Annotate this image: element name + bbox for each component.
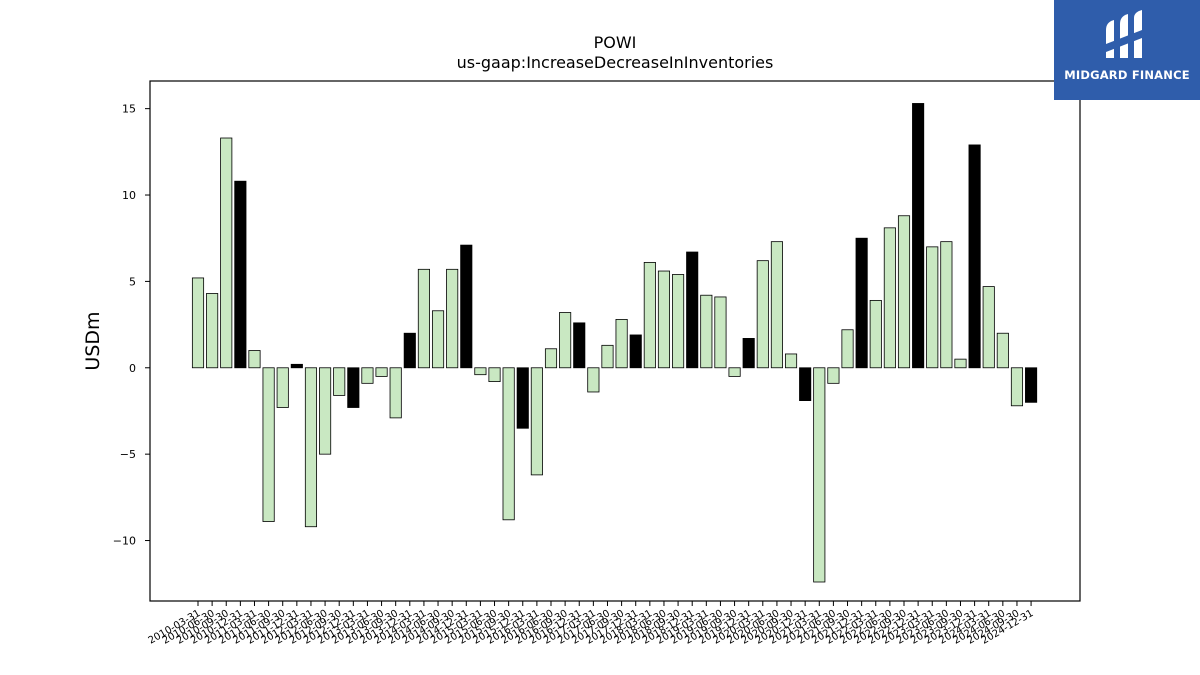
bar [587,367,600,393]
bar [290,363,303,369]
y-tick-label: −5 [120,448,136,461]
logo-text: MIDGARD FINANCE [1064,68,1190,82]
bar [319,367,332,455]
bar [191,277,205,369]
y-tick-label: 5 [129,275,136,288]
bar [672,274,685,369]
plot-frame [149,80,1081,602]
bar [304,367,318,528]
bar [996,332,1009,369]
bar [474,367,487,376]
bar [756,260,769,369]
bar [869,299,882,369]
bar [559,312,572,369]
bar [248,350,261,369]
bar [1010,367,1024,407]
y-tick-label: 15 [122,103,136,116]
bar [954,358,967,369]
bar [347,367,360,408]
bar [770,241,783,369]
bar [417,268,430,369]
bar [629,334,642,369]
y-axis-ticks: 15 10 5 0 −5 −10 [113,103,150,548]
y-tick-label: 10 [122,189,136,202]
bar [544,348,558,369]
bar [982,286,995,369]
bar [784,353,798,369]
bar [573,322,586,369]
bar [446,268,459,369]
bar-series [191,103,1038,583]
bar [220,137,233,369]
bar [700,294,713,369]
chart-title: POWI [594,33,637,52]
bar [516,367,529,429]
bar [657,270,671,369]
bar [206,293,219,369]
bar [1025,367,1038,403]
bar [799,367,812,401]
bar [601,344,614,369]
bar [389,367,402,419]
bar [262,367,275,522]
midgard-finance-logo: MIDGARD FINANCE [1054,0,1200,100]
bar [841,329,854,369]
x-axis-ticks: 2010-03-312010-06-302010-09-302010-12-31… [147,601,1036,647]
bar [728,367,741,377]
bar [530,367,543,476]
bar [460,244,473,369]
bar [643,261,656,369]
y-tick-label: 0 [129,362,136,375]
logo-mark-icon [1106,10,1142,58]
bar [897,215,911,369]
bar [686,251,699,369]
bar [968,144,981,369]
bar [333,367,346,396]
bar [940,241,953,369]
bar [488,367,501,382]
bar [883,227,896,369]
bar [926,246,939,369]
chart-subtitle: us-gaap:IncreaseDecreaseInInventories [457,53,774,72]
bar [375,367,388,377]
bar [714,296,727,369]
bar [742,338,755,369]
bar [403,332,416,369]
bar [502,367,515,521]
bar [431,310,445,369]
bar [615,319,628,369]
bar [912,103,925,369]
bar [276,367,289,408]
bar [827,367,840,384]
bar [234,180,247,369]
y-axis-label: USDm [82,311,104,370]
bar [361,367,374,384]
bar [813,367,826,583]
y-tick-label: −10 [113,535,136,548]
bar [855,237,868,369]
